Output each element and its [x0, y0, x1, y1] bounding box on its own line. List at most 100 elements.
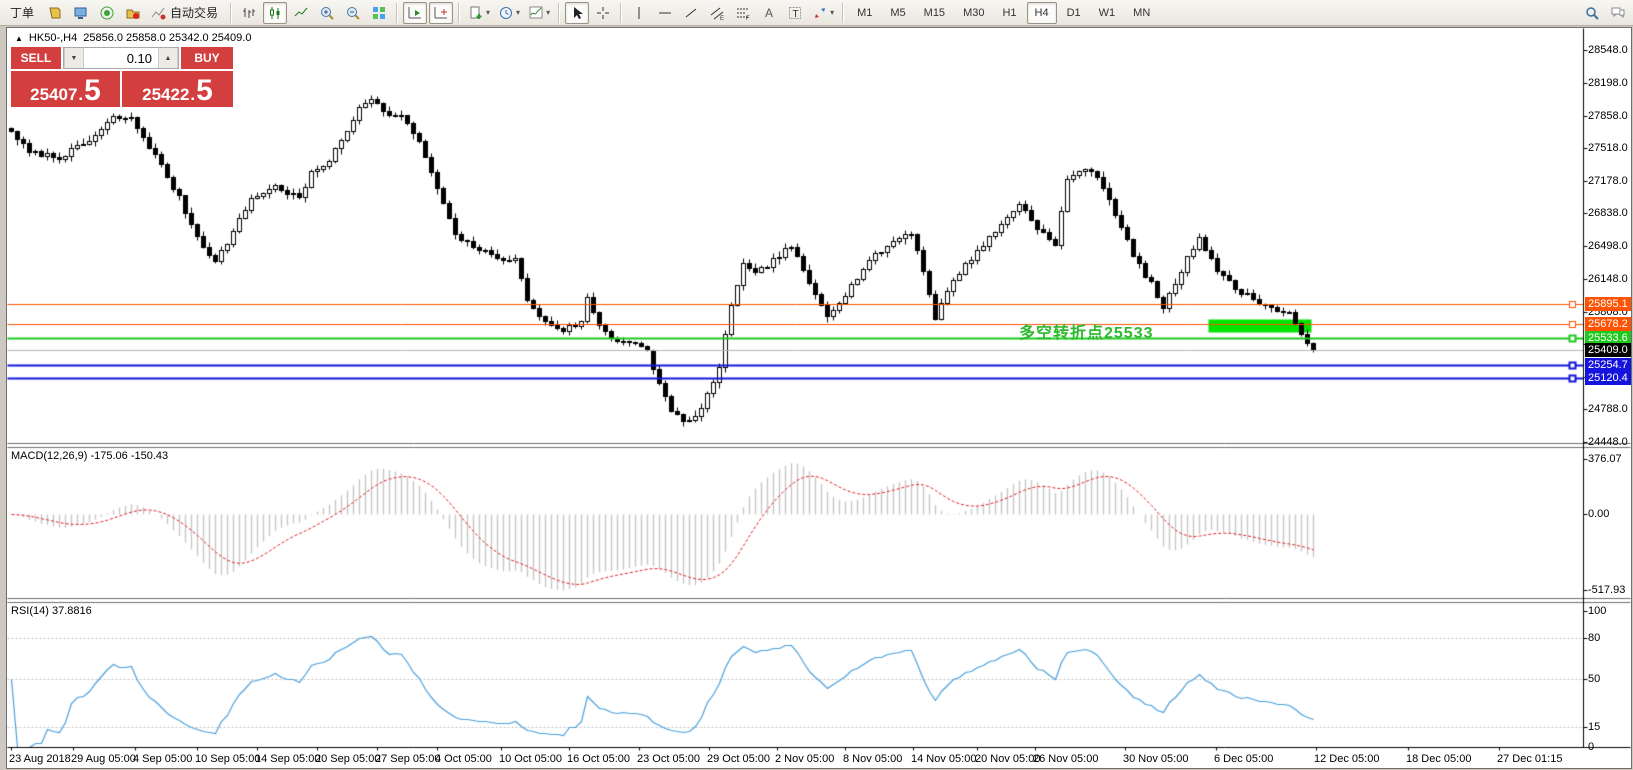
bar-chart-button[interactable]: [237, 2, 261, 24]
toolbar-separator: [620, 2, 623, 23]
price-axis-tick: 26148.0: [1588, 273, 1628, 285]
period-dropdown-button[interactable]: ▾: [495, 2, 523, 24]
price-axis-tick: 26498.0: [1588, 240, 1628, 252]
one-click-trading-panel: SELL ▼ 0.10 ▲ BUY 25407. 5 25422. 5: [11, 47, 233, 107]
collapse-arrow-icon[interactable]: ▲: [15, 33, 23, 43]
time-axis-label: 8 Nov 05:00: [843, 753, 903, 765]
indicators-dropdown-button[interactable]: ▾: [525, 2, 553, 24]
timeframe-h1-button[interactable]: H1: [1002, 6, 1017, 19]
terminal-button[interactable]: [69, 2, 93, 24]
horizontal-line-button[interactable]: [653, 2, 677, 24]
market-icon: [125, 5, 141, 21]
chat-icon: [1610, 5, 1626, 21]
time-axis-label: 30 Nov 05:00: [1123, 753, 1189, 765]
sell-price[interactable]: 25407. 5: [11, 71, 120, 107]
timeframe-group: M1 M5 M15 M30 H1 H4 D1 W1 MN: [848, 1, 1159, 24]
chat-button[interactable]: [1606, 2, 1630, 24]
price-axis-tick: 26838.0: [1588, 207, 1628, 219]
sell-button[interactable]: SELL: [11, 47, 61, 69]
buy-price[interactable]: 25422. 5: [122, 71, 233, 107]
line-chart-button[interactable]: [289, 2, 313, 24]
autotrade-label: 自动交易: [170, 6, 219, 20]
buy-price-point: .: [190, 85, 196, 104]
rsi-axis-tick: 0: [1588, 741, 1595, 753]
time-axis-label: 18 Dec 05:00: [1406, 753, 1472, 765]
time-axis-label: 29 Aug 05:00: [71, 753, 136, 765]
channel-icon: E: [709, 5, 725, 21]
chevron-down-icon: ▾: [516, 8, 521, 17]
trendline-icon: [683, 5, 699, 21]
search-button[interactable]: [1580, 2, 1604, 24]
line-chart-icon: [293, 5, 309, 21]
time-axis-label: 20 Sep 05:00: [315, 753, 381, 765]
new-order-button[interactable]: 丁单: [3, 2, 41, 24]
new-order-dropdown-button[interactable]: ▾: [465, 2, 493, 24]
timeframe-mn-button[interactable]: MN: [1133, 6, 1151, 19]
tile-windows-button[interactable]: [367, 2, 391, 24]
volume-input[interactable]: 0.10: [126, 50, 152, 66]
rsi-axis-tick: 50: [1588, 673, 1601, 685]
time-axis-label: 16 Oct 05:00: [567, 753, 630, 765]
time-axis-label: 12 Dec 05:00: [1314, 753, 1380, 765]
chevron-down-icon: ▾: [486, 8, 491, 17]
time-axis-label: 6 Dec 05:00: [1214, 753, 1274, 765]
terminal-icon: [73, 5, 89, 21]
crosshair-button[interactable]: [591, 2, 615, 24]
time-axis-label: 26 Nov 05:00: [1033, 753, 1099, 765]
volume-decrease-button[interactable]: ▼: [64, 48, 84, 68]
price-axis-tick: 28548.0: [1588, 44, 1628, 56]
crosshair-icon: [595, 5, 611, 21]
auto-scroll-button[interactable]: [429, 1, 454, 24]
new-order-page-icon: [468, 5, 484, 21]
autotrade-button[interactable]: 自动交易: [147, 2, 225, 24]
text-a-icon: A: [761, 5, 777, 21]
timeframe-h4-button[interactable]: H4: [1026, 1, 1057, 24]
rsi-label: RSI(14) 37.8816: [11, 605, 92, 617]
buy-price-main: 25422: [142, 85, 190, 104]
zoom-out-button[interactable]: [341, 2, 365, 24]
arrows-dropdown-button[interactable]: ▾: [809, 2, 837, 24]
bar-chart-icon: [241, 5, 257, 21]
macd-axis-tick: 376.07: [1588, 453, 1622, 465]
cursor-icon: [569, 5, 585, 21]
chart-annotation: 多空转折点25533: [1019, 325, 1154, 342]
equidistant-channel-button[interactable]: E: [705, 2, 729, 24]
chart-canvas[interactable]: [7, 28, 1631, 768]
volume-increase-button[interactable]: ▲: [158, 48, 178, 68]
signals-button[interactable]: [95, 2, 119, 24]
time-axis-label: 27 Dec 01:15: [1497, 753, 1563, 765]
timeframe-d1-button[interactable]: D1: [1066, 6, 1081, 19]
zoom-in-button[interactable]: [315, 2, 339, 24]
trendline-button[interactable]: [679, 2, 703, 24]
price-level-label: 25120.4: [1585, 371, 1631, 385]
timeframe-m30-button[interactable]: M30: [963, 6, 985, 19]
ohlc-values: 25856.0 25858.0 25342.0 25409.0: [83, 32, 252, 44]
market-button[interactable]: [121, 2, 145, 24]
text-label-button[interactable]: T: [783, 2, 807, 24]
price-level-label: 25254.7: [1585, 358, 1631, 372]
volume-stepper: ▼ 0.10 ▲: [63, 47, 179, 69]
clock-icon: [498, 5, 514, 21]
timeframe-m1-button[interactable]: M1: [857, 6, 873, 19]
timeframe-m5-button[interactable]: M5: [890, 6, 906, 19]
candle-chart-button[interactable]: [263, 1, 288, 24]
new-order-label: 丁单: [10, 6, 35, 20]
text-button[interactable]: A: [757, 2, 781, 24]
price-axis-tick: 24788.0: [1588, 403, 1628, 415]
macd-label: MACD(12,26,9) -175.06 -150.43: [11, 450, 169, 462]
timeframe-w1-button[interactable]: W1: [1098, 6, 1116, 19]
chart-shift-button[interactable]: [403, 1, 428, 24]
timeframe-m15-button[interactable]: M15: [923, 6, 946, 19]
rsi-axis-tick: 80: [1588, 632, 1601, 644]
fibonacci-button[interactable]: F: [731, 2, 755, 24]
svg-text:F: F: [746, 16, 750, 21]
cursor-button[interactable]: [565, 1, 590, 24]
time-axis-label: 4 Oct 05:00: [435, 753, 492, 765]
buy-button[interactable]: BUY: [181, 47, 233, 69]
rsi-axis-tick: 100: [1588, 605, 1607, 617]
vertical-line-button[interactable]: [627, 2, 651, 24]
vertical-line-icon: [631, 5, 647, 21]
chevron-down-icon: ▾: [830, 8, 835, 17]
depth-of-market-button[interactable]: [43, 2, 67, 24]
